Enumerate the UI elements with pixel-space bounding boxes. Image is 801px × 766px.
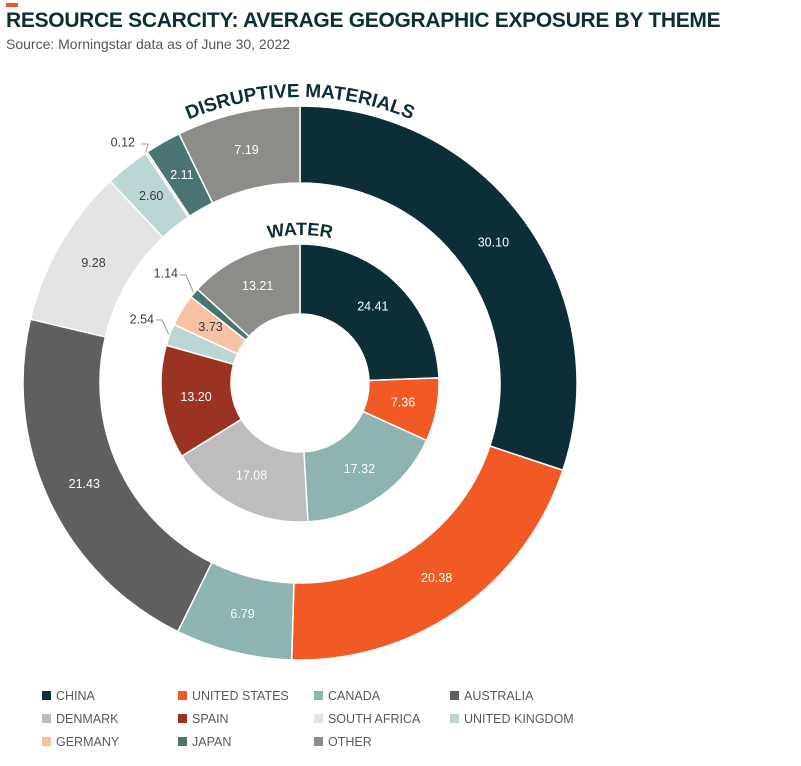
legend-swatch-germany — [42, 737, 51, 746]
data-label-inner-spain: 13.20 — [180, 390, 211, 404]
data-label-inner-united-states: 7.36 — [391, 396, 415, 410]
data-label-inner-other: 13.21 — [242, 279, 273, 293]
legend-swatch-other — [314, 737, 323, 746]
legend-label-china: CHINA — [56, 688, 95, 703]
chart-legend: CHINA UNITED STATES CANADA AUSTRALIA DENMARK… — [42, 687, 602, 750]
leader-line-inner-united-kingdom — [156, 319, 170, 335]
slice-inner-china — [299, 243, 440, 382]
data-label-outer-china: 30.10 — [478, 236, 509, 250]
leader-line-inner-japan — [180, 274, 194, 293]
legend-label-united-states: UNITED STATES — [192, 688, 289, 703]
data-label-outer-other: 7.19 — [234, 143, 258, 157]
data-label-inner-germany: 3.73 — [198, 320, 222, 334]
legend-label-spain: SPAIN — [192, 711, 229, 726]
legend-swatch-united-states — [178, 691, 187, 700]
legend-item-other: OTHER — [314, 733, 450, 750]
legend-swatch-japan — [178, 737, 187, 746]
data-label-outer-germany: 0.12 — [111, 135, 135, 149]
data-label-inner-united-kingdom: 2.54 — [130, 312, 154, 326]
title-accent-bar — [6, 3, 18, 7]
legend-label-other: OTHER — [328, 734, 372, 749]
ring-title-inner: WATER — [266, 219, 335, 242]
legend-item-south-africa: SOUTH AFRICA — [314, 710, 450, 727]
legend-item-united-states: UNITED STATES — [178, 687, 314, 704]
legend-label-south-africa: SOUTH AFRICA — [328, 711, 421, 726]
legend-item-canada: CANADA — [314, 687, 450, 704]
legend-item-spain: SPAIN — [178, 710, 314, 727]
data-label-outer-japan: 2.11 — [170, 168, 193, 182]
legend-swatch-united-kingdom — [450, 714, 459, 723]
data-label-inner-denmark: 17.08 — [236, 468, 267, 482]
leader-line-outer-germany — [141, 143, 149, 152]
ring-outer — [22, 105, 578, 661]
slice-inner-denmark — [180, 418, 309, 523]
legend-swatch-canada — [314, 691, 323, 700]
slice-inner-other — [196, 243, 301, 338]
data-label-outer-united-states: 20.38 — [421, 571, 452, 585]
data-label-outer-united-kingdom: 2.60 — [139, 189, 163, 203]
ring-inner — [160, 243, 440, 523]
legend-swatch-china — [42, 691, 51, 700]
legend-label-germany: GERMANY — [56, 734, 120, 749]
legend-item-china: CHINA — [42, 687, 178, 704]
legend-item-australia: AUSTRALIA — [450, 687, 590, 704]
legend-label-canada: CANADA — [328, 688, 381, 703]
legend-label-united-kingdom: UNITED KINGDOM — [464, 711, 574, 726]
slice-outer-other — [178, 105, 301, 205]
data-label-outer-south-africa: 9.28 — [81, 256, 105, 270]
data-label-outer-australia: 21.43 — [69, 477, 100, 491]
slice-outer-china — [299, 105, 578, 472]
data-label-inner-china: 24.41 — [357, 300, 388, 314]
legend-swatch-australia — [450, 691, 459, 700]
legend-item-japan: JAPAN — [178, 733, 314, 750]
legend-item-united-kingdom: UNITED KINGDOM — [450, 710, 590, 727]
legend-swatch-south-africa — [314, 714, 323, 723]
legend-label-japan: JAPAN — [192, 734, 232, 749]
legend-swatch-denmark — [42, 714, 51, 723]
legend-item-germany: GERMANY — [42, 733, 178, 750]
chart-subtitle: Source: Morningstar data as of June 30, … — [6, 36, 291, 52]
data-label-inner-japan: 1.14 — [154, 266, 178, 280]
slice-inner-canada — [303, 410, 428, 523]
data-label-inner-canada: 17.32 — [344, 462, 375, 476]
legend-swatch-spain — [178, 714, 187, 723]
donut-chart: 30.1020.386.7921.439.282.600.122.117.19D… — [22, 81, 578, 661]
legend-item-denmark: DENMARK — [42, 710, 178, 727]
legend-label-denmark: DENMARK — [56, 711, 119, 726]
legend-label-australia: AUSTRALIA — [464, 688, 534, 703]
data-label-outer-canada: 6.79 — [230, 607, 254, 621]
chart-title: RESOURCE SCARCITY: AVERAGE GEOGRAPHIC EX… — [6, 9, 721, 32]
